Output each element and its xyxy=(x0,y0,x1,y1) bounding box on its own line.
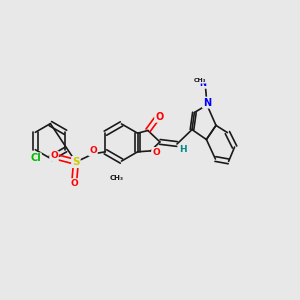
Text: O: O xyxy=(155,112,164,122)
Text: Cl: Cl xyxy=(30,153,41,164)
Text: N: N xyxy=(203,98,211,108)
Text: O: O xyxy=(152,148,160,157)
Text: N: N xyxy=(200,79,207,88)
Text: O: O xyxy=(50,152,58,160)
Text: O: O xyxy=(70,179,78,188)
Text: CH₃: CH₃ xyxy=(110,175,124,181)
Text: CH₃: CH₃ xyxy=(194,78,206,83)
Text: O: O xyxy=(89,146,97,155)
Text: H: H xyxy=(179,146,187,154)
Text: S: S xyxy=(72,157,80,167)
